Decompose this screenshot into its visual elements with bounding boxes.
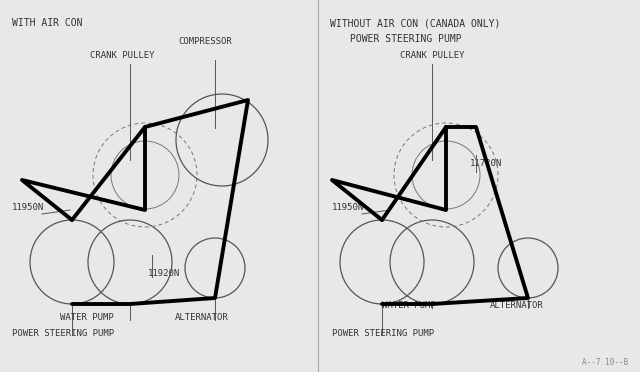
Text: 11920N: 11920N [148, 269, 180, 278]
Text: WITHOUT AIR CON (CANADA ONLY): WITHOUT AIR CON (CANADA ONLY) [330, 18, 500, 28]
Text: WATER PUMP: WATER PUMP [382, 301, 436, 310]
Text: A--7 10--B: A--7 10--B [582, 358, 628, 367]
Text: 11950N: 11950N [332, 203, 364, 212]
Text: POWER STEERING PUMP: POWER STEERING PUMP [12, 329, 114, 338]
Text: CRANK PULLEY: CRANK PULLEY [90, 51, 154, 60]
Text: POWER STEERING PUMP: POWER STEERING PUMP [350, 34, 461, 44]
Text: COMPRESSOR: COMPRESSOR [178, 37, 232, 46]
Text: 11720N: 11720N [470, 159, 502, 168]
Text: ALTERNATOR: ALTERNATOR [490, 301, 544, 310]
Text: 11950N: 11950N [12, 203, 44, 212]
Text: POWER STEERING PUMP: POWER STEERING PUMP [332, 329, 434, 338]
Text: WITH AIR CON: WITH AIR CON [12, 18, 83, 28]
Text: WATER PUMP: WATER PUMP [60, 313, 114, 322]
Text: ALTERNATOR: ALTERNATOR [175, 313, 228, 322]
Text: CRANK PULLEY: CRANK PULLEY [400, 51, 465, 60]
